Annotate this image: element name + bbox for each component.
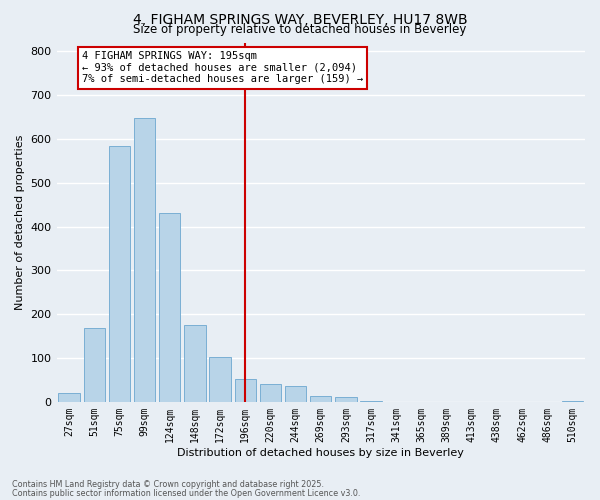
Text: Contains HM Land Registry data © Crown copyright and database right 2025.: Contains HM Land Registry data © Crown c… [12, 480, 324, 489]
Bar [209, 356, 231, 402]
Bar [285, 386, 307, 402]
Text: Contains public sector information licensed under the Open Government Licence v3: Contains public sector information licen… [12, 489, 361, 498]
Bar [260, 384, 281, 402]
Text: Size of property relative to detached houses in Beverley: Size of property relative to detached ho… [133, 24, 467, 36]
Bar [83, 328, 105, 402]
Bar [58, 393, 80, 402]
Text: 4 FIGHAM SPRINGS WAY: 195sqm
← 93% of detached houses are smaller (2,094)
7% of : 4 FIGHAM SPRINGS WAY: 195sqm ← 93% of de… [82, 52, 363, 84]
Bar [310, 396, 331, 402]
X-axis label: Distribution of detached houses by size in Beverley: Distribution of detached houses by size … [178, 448, 464, 458]
Bar [184, 325, 206, 402]
Text: 4, FIGHAM SPRINGS WAY, BEVERLEY, HU17 8WB: 4, FIGHAM SPRINGS WAY, BEVERLEY, HU17 8W… [133, 12, 467, 26]
Bar [159, 212, 181, 402]
Bar [562, 401, 583, 402]
Bar [109, 146, 130, 402]
Bar [235, 379, 256, 402]
Bar [134, 118, 155, 402]
Y-axis label: Number of detached properties: Number of detached properties [15, 134, 25, 310]
Bar [335, 398, 356, 402]
